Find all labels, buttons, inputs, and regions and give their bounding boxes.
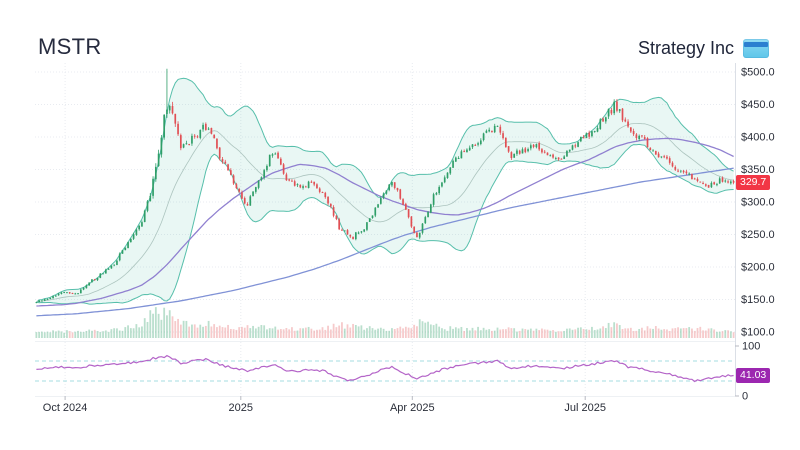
- svg-text:$250.0: $250.0: [741, 229, 775, 241]
- volume-bars: [35, 307, 735, 338]
- axes: $500.0 $450.0 $400.0 $350.0 $300.0 $250.0 $200…: [35, 63, 775, 414]
- rsi-panel: [35, 354, 735, 383]
- svg-text:Oct 2024: Oct 2024: [43, 402, 88, 414]
- ma-200-line: [36, 167, 734, 317]
- company-name: Strategy Inc: [637, 38, 734, 58]
- svg-text:$450.0: $450.0: [741, 99, 775, 111]
- svg-text:2025: 2025: [229, 402, 253, 414]
- bollinger-lower: [36, 143, 734, 305]
- svg-text:0: 0: [742, 391, 748, 403]
- svg-text:$300.0: $300.0: [741, 197, 775, 209]
- rsi-line: [36, 354, 734, 383]
- svg-text:$500.0: $500.0: [741, 67, 775, 79]
- svg-text:$350.0: $350.0: [741, 164, 775, 176]
- svg-text:$200.0: $200.0: [741, 262, 775, 274]
- svg-text:$150.0: $150.0: [741, 294, 775, 306]
- price-panel: [35, 68, 735, 338]
- bollinger-mid: [36, 123, 734, 303]
- svg-text:$400.0: $400.0: [741, 132, 775, 144]
- svg-text:$100.0: $100.0: [741, 327, 775, 339]
- company-header: Strategy Inc: [638, 38, 769, 59]
- symbol-title: MSTR: [38, 34, 102, 59]
- svg-text:100: 100: [742, 341, 760, 353]
- ma-50-line: [36, 137, 734, 307]
- svg-text:Apr 2025: Apr 2025: [390, 402, 435, 414]
- rsi-value-badge: 41.03: [736, 367, 771, 383]
- bollinger-fill: [36, 78, 734, 305]
- candles: [35, 68, 735, 304]
- last-price-badge: 329.7: [736, 175, 771, 191]
- company-logo-icon: [743, 39, 769, 58]
- gridlines: [35, 63, 735, 396]
- svg-text:Jul 2025: Jul 2025: [564, 402, 606, 414]
